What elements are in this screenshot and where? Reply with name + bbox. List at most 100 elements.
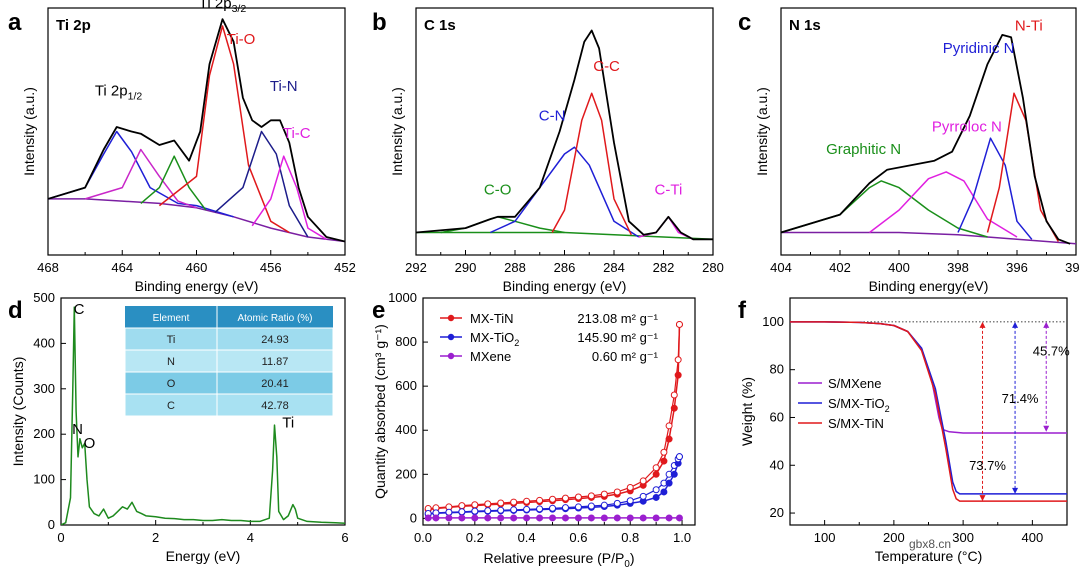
y-tick-label: 60 — [770, 409, 784, 424]
x-tick-label: 394 — [1065, 260, 1080, 275]
peak-annotation-base: Ti 2p — [95, 83, 128, 100]
panel-letter: f — [738, 297, 747, 324]
peak-annotation: C-Ti — [655, 181, 683, 198]
data-point — [675, 514, 683, 522]
data-point — [432, 514, 440, 522]
series-line-0 — [416, 231, 713, 241]
table-cell: O — [167, 378, 176, 390]
table-row — [124, 349, 334, 373]
arrow-head-up — [1043, 321, 1050, 328]
y-tick-label: 1000 — [388, 290, 417, 305]
data-point — [510, 514, 518, 522]
watermark: gbx8.cn — [909, 537, 951, 551]
table-header-bg — [125, 306, 333, 328]
x-tick-label: 404 — [770, 260, 792, 275]
mass-loss-arrow: 73.7% — [969, 321, 1006, 502]
data-point — [549, 514, 557, 522]
series-line-0 — [61, 306, 345, 525]
desorption-point — [660, 448, 668, 456]
legend-label: MX-TiN — [470, 311, 514, 326]
x-tick-label: 300 — [952, 530, 974, 545]
y-tick-label: 400 — [33, 335, 55, 350]
desorption-point — [536, 505, 544, 513]
arrow-head-up — [1012, 321, 1019, 328]
panel-title: C 1s — [424, 17, 456, 34]
series-line-2 — [84, 148, 197, 209]
peak-annotation-sub: 3/2 — [232, 3, 247, 15]
data-point — [574, 514, 582, 522]
desorption-point — [484, 500, 492, 508]
data-point — [613, 514, 621, 522]
arrow-head-down — [1043, 425, 1050, 432]
desorption-point — [626, 497, 634, 505]
x-tick-label: 400 — [888, 260, 910, 275]
table-row — [124, 371, 334, 395]
table-header-cell: Element — [153, 313, 190, 324]
desorption-point — [497, 499, 505, 507]
desorption-point — [626, 484, 634, 492]
y-axis-label: Intensity (a.u.) — [21, 87, 37, 176]
desorption-point — [510, 506, 518, 514]
element-peak-label: O — [84, 435, 96, 452]
series-line-5 — [781, 34, 1071, 245]
desorption-point — [675, 320, 683, 328]
atomic-ratio-table: Element Atomic Ratio (%) Ti 24.93 N 11.87 O 20.… — [124, 306, 334, 417]
desorption-point — [549, 504, 557, 512]
plot-area — [48, 18, 345, 243]
legend-value: 0.60 m² g⁻¹ — [592, 349, 659, 364]
legend-label-sub: 2 — [514, 338, 519, 348]
desorption-point — [574, 493, 582, 501]
legend-label: S/MX-TiO2 — [828, 396, 890, 414]
series-line-3 — [140, 155, 207, 211]
table-cell: N — [167, 356, 175, 368]
y-axis-label: Intensity (a.u.) — [754, 87, 770, 176]
x-axis-label: Energy (eV) — [166, 548, 241, 564]
table-cell: Ti — [167, 334, 176, 346]
x-tick-label: 0.8 — [621, 530, 639, 545]
peak-annotation: Ti 2p1/2 — [95, 83, 143, 103]
y-tick-label: 500 — [33, 290, 55, 305]
desorption-point — [471, 507, 479, 515]
series-line-1 — [48, 130, 234, 218]
element-peak-label: N — [72, 421, 83, 438]
data-point — [652, 470, 660, 478]
x-axis-label: Binding energy (eV) — [135, 278, 259, 294]
panel-letter: a — [8, 9, 22, 36]
panel-title: N 1s — [789, 17, 821, 34]
x-tick-label: 468 — [37, 260, 59, 275]
legend-marker — [447, 314, 455, 322]
table-cell: 11.87 — [262, 356, 289, 368]
arrow-head-down — [979, 495, 986, 502]
legend-value: 213.08 m² g⁻¹ — [577, 311, 658, 326]
y-tick-label: 20 — [770, 505, 784, 520]
legend-label-base: MX-TiO — [470, 330, 514, 345]
y-axis-label: Intensity (a.u.) — [389, 87, 405, 176]
x-axis-label-base: Relative preesure (P/P — [484, 550, 625, 566]
mass-loss-arrow: 45.7% — [1033, 321, 1070, 432]
x-tick-label: 452 — [334, 260, 356, 275]
legend-marker — [447, 333, 455, 341]
data-point — [484, 514, 492, 522]
x-tick-label: 292 — [405, 260, 427, 275]
peak-annotation: Ti-C — [283, 125, 311, 142]
table-row — [124, 327, 334, 351]
peak-annotation: Ti-O — [227, 31, 256, 48]
data-point — [626, 514, 634, 522]
legend-marker — [447, 352, 455, 360]
x-tick-label: 290 — [455, 260, 477, 275]
desorption-point — [652, 486, 660, 494]
panel-title: Ti 2p — [56, 17, 91, 34]
legend-label-sub: 2 — [885, 404, 890, 414]
x-tick-label: 464 — [111, 260, 133, 275]
plot-area — [790, 321, 1067, 502]
data-point — [670, 404, 678, 412]
table-cell: C — [167, 400, 175, 412]
peak-annotation: Pyrroloc N — [932, 119, 1002, 136]
panel-letter: c — [738, 9, 751, 36]
desorption-point — [613, 488, 621, 496]
desorption-point — [574, 503, 582, 511]
arrow-head-down — [1012, 487, 1019, 494]
series-line-7 — [48, 18, 345, 243]
mass-loss-label: 71.4% — [1002, 391, 1039, 406]
